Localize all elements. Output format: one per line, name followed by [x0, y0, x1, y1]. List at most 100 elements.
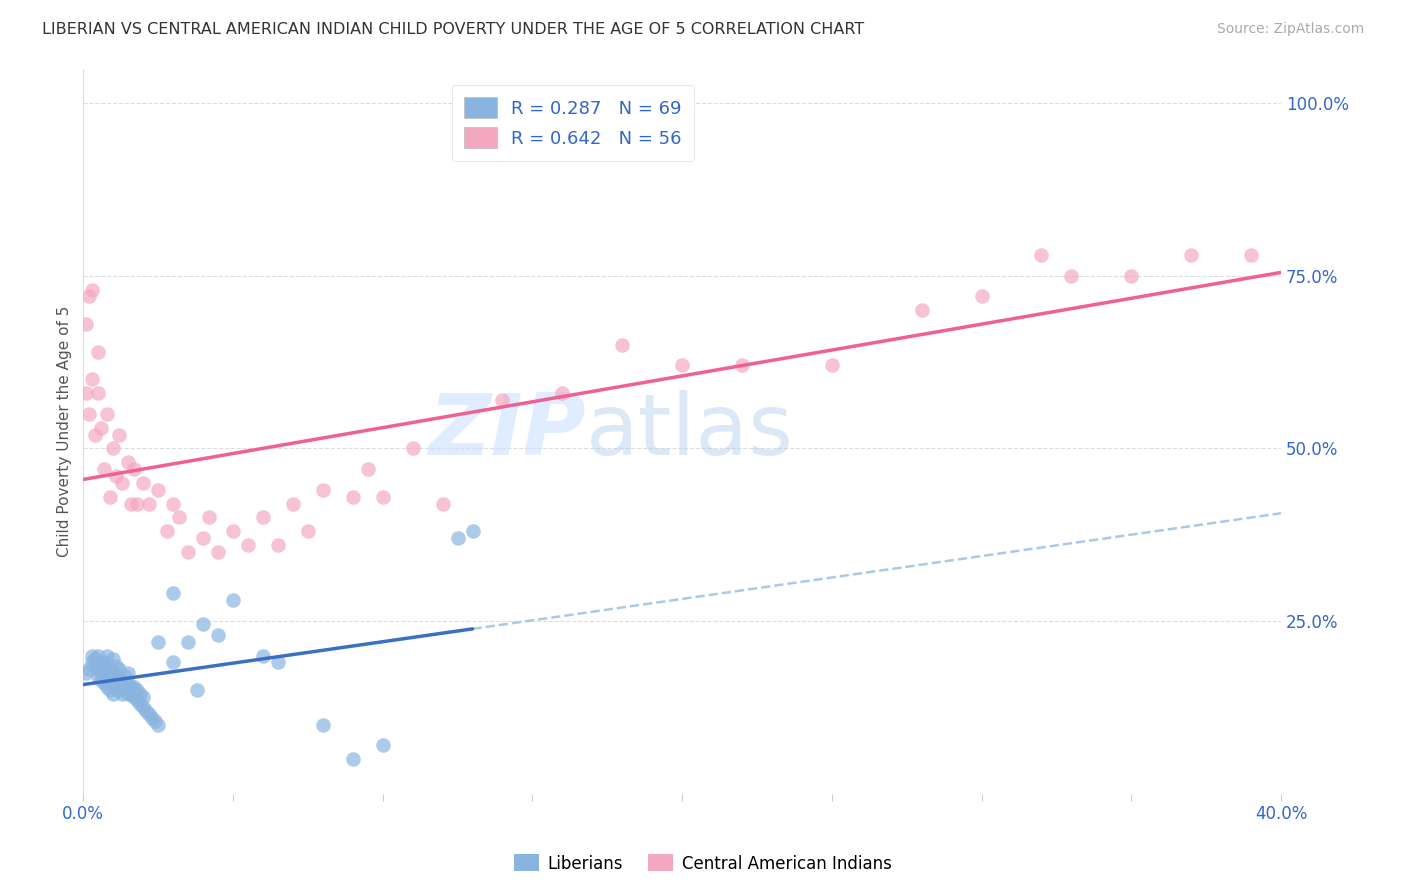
Point: [96, 648, 118, 663]
Point: [312, 717, 335, 731]
Point: [186, 683, 208, 698]
Text: atlas: atlas: [586, 390, 794, 473]
Point: [207, 545, 229, 559]
Point: [132, 475, 155, 490]
Point: [114, 669, 136, 683]
Point: [93, 656, 115, 670]
Point: [77, 407, 100, 421]
Point: [96, 407, 118, 421]
Point: [117, 455, 139, 469]
Point: [432, 497, 454, 511]
Point: [281, 497, 304, 511]
Point: [96, 680, 118, 694]
Point: [98, 490, 121, 504]
Point: [162, 656, 184, 670]
Point: [82, 283, 104, 297]
Point: [135, 704, 157, 718]
Point: [371, 739, 394, 753]
Point: [129, 697, 152, 711]
Point: [267, 538, 290, 552]
Point: [103, 673, 125, 687]
Point: [105, 669, 128, 683]
Point: [90, 420, 112, 434]
Point: [111, 475, 134, 490]
Point: [1240, 248, 1263, 262]
Point: [84, 652, 107, 666]
Point: [103, 687, 125, 701]
Point: [98, 662, 121, 676]
Point: [138, 707, 160, 722]
Point: [252, 510, 274, 524]
Point: [105, 469, 128, 483]
Point: [105, 680, 128, 694]
Point: [267, 656, 290, 670]
Point: [312, 483, 335, 497]
Point: [122, 680, 145, 694]
Point: [122, 690, 145, 704]
Point: [177, 634, 200, 648]
Text: Source: ZipAtlas.com: Source: ZipAtlas.com: [1216, 22, 1364, 37]
Point: [75, 317, 97, 331]
Point: [93, 462, 115, 476]
Point: [82, 656, 104, 670]
Point: [401, 442, 423, 456]
Point: [146, 717, 169, 731]
Point: [970, 289, 993, 303]
Point: [446, 531, 468, 545]
Point: [342, 752, 364, 766]
Point: [198, 510, 221, 524]
Point: [108, 662, 131, 676]
Point: [103, 442, 125, 456]
Point: [1180, 248, 1202, 262]
Point: [98, 673, 121, 687]
Point: [87, 648, 110, 663]
Point: [77, 289, 100, 303]
Point: [1060, 268, 1083, 283]
Point: [1121, 268, 1143, 283]
Point: [96, 669, 118, 683]
Point: [191, 531, 214, 545]
Point: [167, 510, 190, 524]
Point: [612, 338, 634, 352]
Point: [87, 662, 110, 676]
Point: [75, 665, 97, 680]
Point: [103, 665, 125, 680]
Point: [117, 665, 139, 680]
Point: [82, 372, 104, 386]
Point: [87, 344, 110, 359]
Point: [207, 628, 229, 642]
Point: [461, 524, 484, 539]
Point: [222, 593, 245, 607]
Point: [146, 483, 169, 497]
Legend: Liberians, Central American Indians: Liberians, Central American Indians: [508, 847, 898, 880]
Point: [93, 676, 115, 690]
Point: [90, 659, 112, 673]
Point: [93, 665, 115, 680]
Point: [127, 693, 149, 707]
Point: [111, 676, 134, 690]
Point: [111, 687, 134, 701]
Point: [98, 683, 121, 698]
Point: [120, 497, 142, 511]
Point: [120, 680, 142, 694]
Point: [671, 359, 693, 373]
Point: [96, 659, 118, 673]
Point: [162, 497, 184, 511]
Point: [156, 524, 179, 539]
Point: [127, 497, 149, 511]
Point: [821, 359, 844, 373]
Point: [162, 586, 184, 600]
Point: [491, 392, 513, 407]
Point: [117, 687, 139, 701]
Y-axis label: Child Poverty Under the Age of 5: Child Poverty Under the Age of 5: [58, 305, 72, 557]
Point: [297, 524, 319, 539]
Point: [82, 648, 104, 663]
Point: [120, 687, 142, 701]
Point: [90, 673, 112, 687]
Point: [236, 538, 259, 552]
Point: [1031, 248, 1053, 262]
Point: [114, 680, 136, 694]
Point: [143, 714, 166, 728]
Point: [87, 669, 110, 683]
Point: [84, 659, 107, 673]
